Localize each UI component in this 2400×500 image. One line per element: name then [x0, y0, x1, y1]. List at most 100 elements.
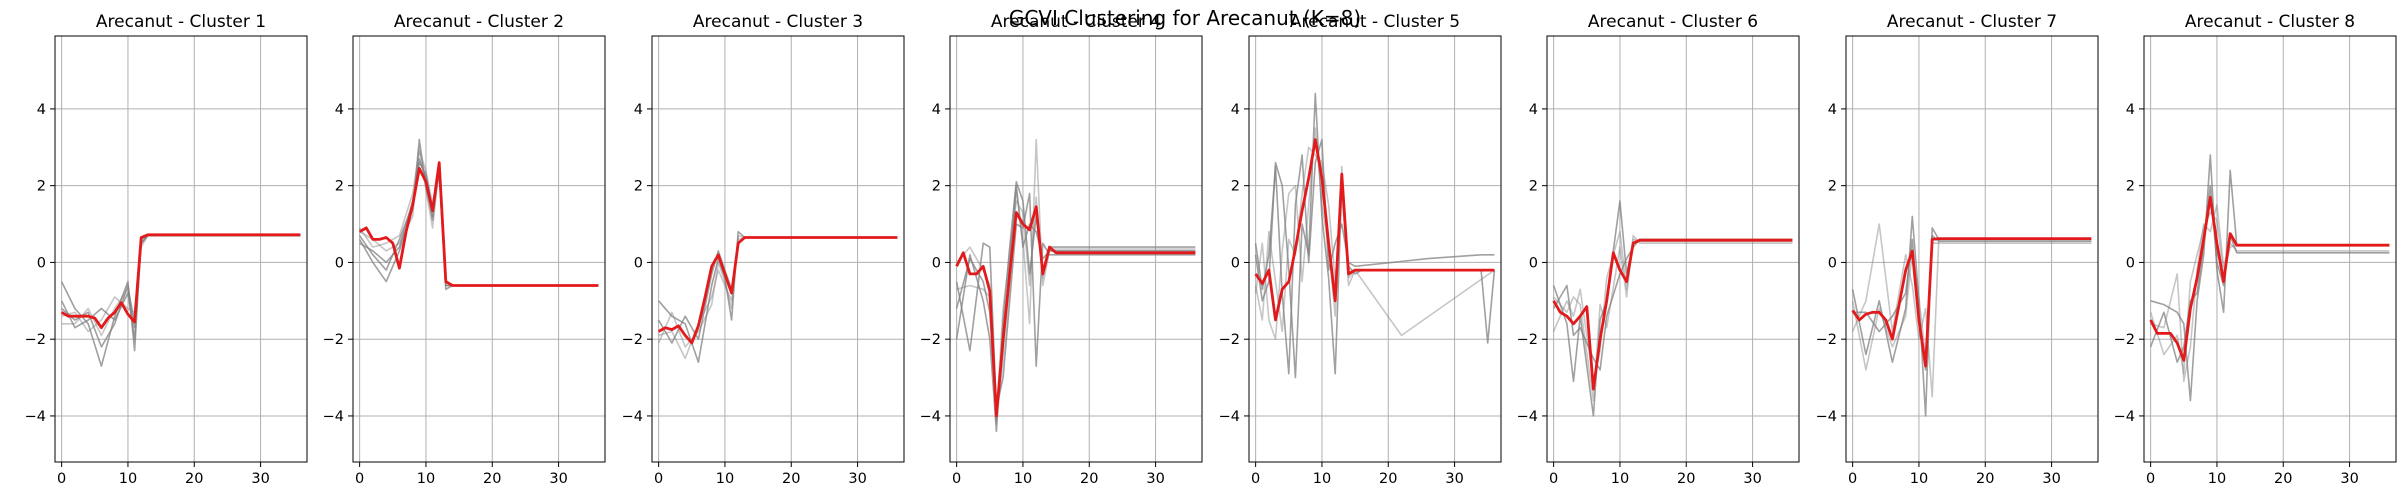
- centroid-series-line: [1851, 237, 2092, 368]
- x-tick-label: 10: [2208, 471, 2226, 487]
- member-series-line: [358, 158, 599, 291]
- member-series-line: [359, 161, 599, 287]
- figure-suptitle: GCVI Clustering for Arecanut (K=8): [1009, 6, 1361, 30]
- y-tick-label: 2: [634, 179, 643, 195]
- x-tick-label: 20: [1976, 471, 1994, 487]
- x-tick-label: 10: [1014, 471, 1032, 487]
- y-tick-label: 0: [634, 255, 643, 271]
- centroid-series-line: [657, 236, 898, 345]
- x-tick-label: 30: [1146, 471, 1164, 487]
- y-tick-label: 4: [932, 102, 941, 118]
- x-tick-label: 30: [251, 471, 269, 487]
- member-series-line: [1552, 238, 1793, 371]
- centroid-series-line: [60, 233, 301, 330]
- y-tick-label: 4: [1529, 102, 1538, 118]
- y-tick-label: −2: [622, 332, 643, 348]
- y-tick-label: 0: [2126, 255, 2135, 271]
- subplot-title: Arecanut - Cluster 6: [1588, 12, 1758, 32]
- y-tick-label: −4: [323, 409, 344, 425]
- centroid-series-line: [1254, 138, 1495, 322]
- subplot-3: 0 10 20 30 −4 −2 0 2 4 Arecanut - Cluster 3: [622, 12, 905, 487]
- subplot-1: 0 10 20 30 −4 −2 0 2 4 Arecanut - Cluster 1: [25, 12, 308, 487]
- centroid-series-line: [358, 161, 599, 287]
- y-tick-label: −4: [25, 409, 46, 425]
- x-tick-label: 0: [952, 471, 961, 487]
- y-tick-label: −4: [2114, 409, 2135, 425]
- x-tick-label: 20: [1677, 471, 1695, 487]
- axes-frame: [651, 35, 905, 463]
- x-tick-label: 10: [417, 471, 435, 487]
- y-tick-label: 2: [1529, 179, 1538, 195]
- member-series-line: [658, 236, 898, 360]
- x-tick-label: 20: [1080, 471, 1098, 487]
- y-tick-label: 0: [932, 255, 941, 271]
- y-tick-label: −2: [920, 332, 941, 348]
- member-series-line: [1852, 234, 2092, 371]
- y-tick-label: 2: [2126, 179, 2135, 195]
- plot-area: [2149, 154, 2390, 402]
- x-tick-label: 30: [848, 471, 866, 487]
- x-tick-label: 30: [2042, 471, 2060, 487]
- y-tick-label: 2: [932, 179, 941, 195]
- x-tick-label: 20: [483, 471, 501, 487]
- subplot-title: Arecanut - Cluster 4: [991, 12, 1161, 32]
- x-tick-label: 20: [2274, 471, 2292, 487]
- subplot-5: 0 10 20 30 −4 −2 0 2 4 Arecanut - Cluster 5: [1219, 12, 1502, 487]
- y-tick-label: −4: [1816, 409, 1837, 425]
- member-series-line: [1254, 92, 1496, 379]
- member-series-line: [1851, 223, 2092, 398]
- axes-frame: [352, 35, 606, 463]
- y-tick-label: 0: [1828, 255, 1837, 271]
- member-series-line: [657, 234, 898, 348]
- plot-area: [358, 138, 599, 291]
- x-tick-label: 10: [716, 471, 734, 487]
- x-tick-label: 10: [1611, 471, 1629, 487]
- y-tick-label: 0: [37, 255, 46, 271]
- x-tick-label: 0: [654, 471, 663, 487]
- x-tick-label: 10: [119, 471, 137, 487]
- x-tick-label: 0: [57, 471, 66, 487]
- plot-area: [60, 233, 301, 367]
- y-tick-label: 4: [1231, 102, 1240, 118]
- subplot-title: Arecanut - Cluster 7: [1887, 12, 2057, 32]
- x-tick-label: 20: [782, 471, 800, 487]
- member-series-line: [358, 150, 599, 287]
- y-tick-label: 0: [1231, 255, 1240, 271]
- x-tick-label: 20: [185, 471, 203, 487]
- y-tick-label: −2: [2114, 332, 2135, 348]
- x-tick-label: 20: [1379, 471, 1397, 487]
- subplot-title: Arecanut - Cluster 1: [96, 12, 266, 32]
- plot-area: [657, 230, 898, 364]
- y-tick-label: 4: [335, 102, 344, 118]
- x-tick-label: 0: [1848, 471, 1857, 487]
- member-series-line: [61, 234, 301, 333]
- y-tick-label: −2: [1517, 332, 1538, 348]
- axes-frame: [54, 35, 308, 463]
- member-series-line: [2149, 211, 2390, 375]
- subplot-title: Arecanut - Cluster 2: [394, 12, 564, 32]
- subplot-title: Arecanut - Cluster 3: [693, 12, 863, 32]
- y-tick-label: 4: [37, 102, 46, 118]
- axes-frame: [1845, 35, 2099, 463]
- y-tick-label: −4: [920, 409, 941, 425]
- member-series-line: [657, 230, 898, 364]
- y-tick-label: 4: [634, 102, 643, 118]
- axes-frame: [2143, 35, 2397, 463]
- member-series-line: [60, 234, 301, 367]
- x-tick-label: 0: [355, 471, 364, 487]
- member-series-line: [1851, 215, 2092, 417]
- x-tick-label: 0: [1549, 471, 1558, 487]
- y-tick-label: 0: [335, 255, 344, 271]
- y-tick-label: −2: [1816, 332, 1837, 348]
- y-tick-label: 2: [37, 179, 46, 195]
- y-tick-label: 4: [2126, 102, 2135, 118]
- member-series-line: [1552, 234, 1793, 402]
- axes-frame: [1248, 35, 1502, 463]
- subplot-4: 0 10 20 30 −4 −2 0 2 4 Arecanut - Cluster 4: [920, 12, 1203, 487]
- centroid-series-line: [1552, 238, 1793, 391]
- x-tick-label: 0: [2146, 471, 2155, 487]
- member-series-line: [358, 138, 599, 287]
- x-tick-label: 10: [1910, 471, 1928, 487]
- y-tick-label: −4: [622, 409, 643, 425]
- axes-frame: [949, 35, 1203, 463]
